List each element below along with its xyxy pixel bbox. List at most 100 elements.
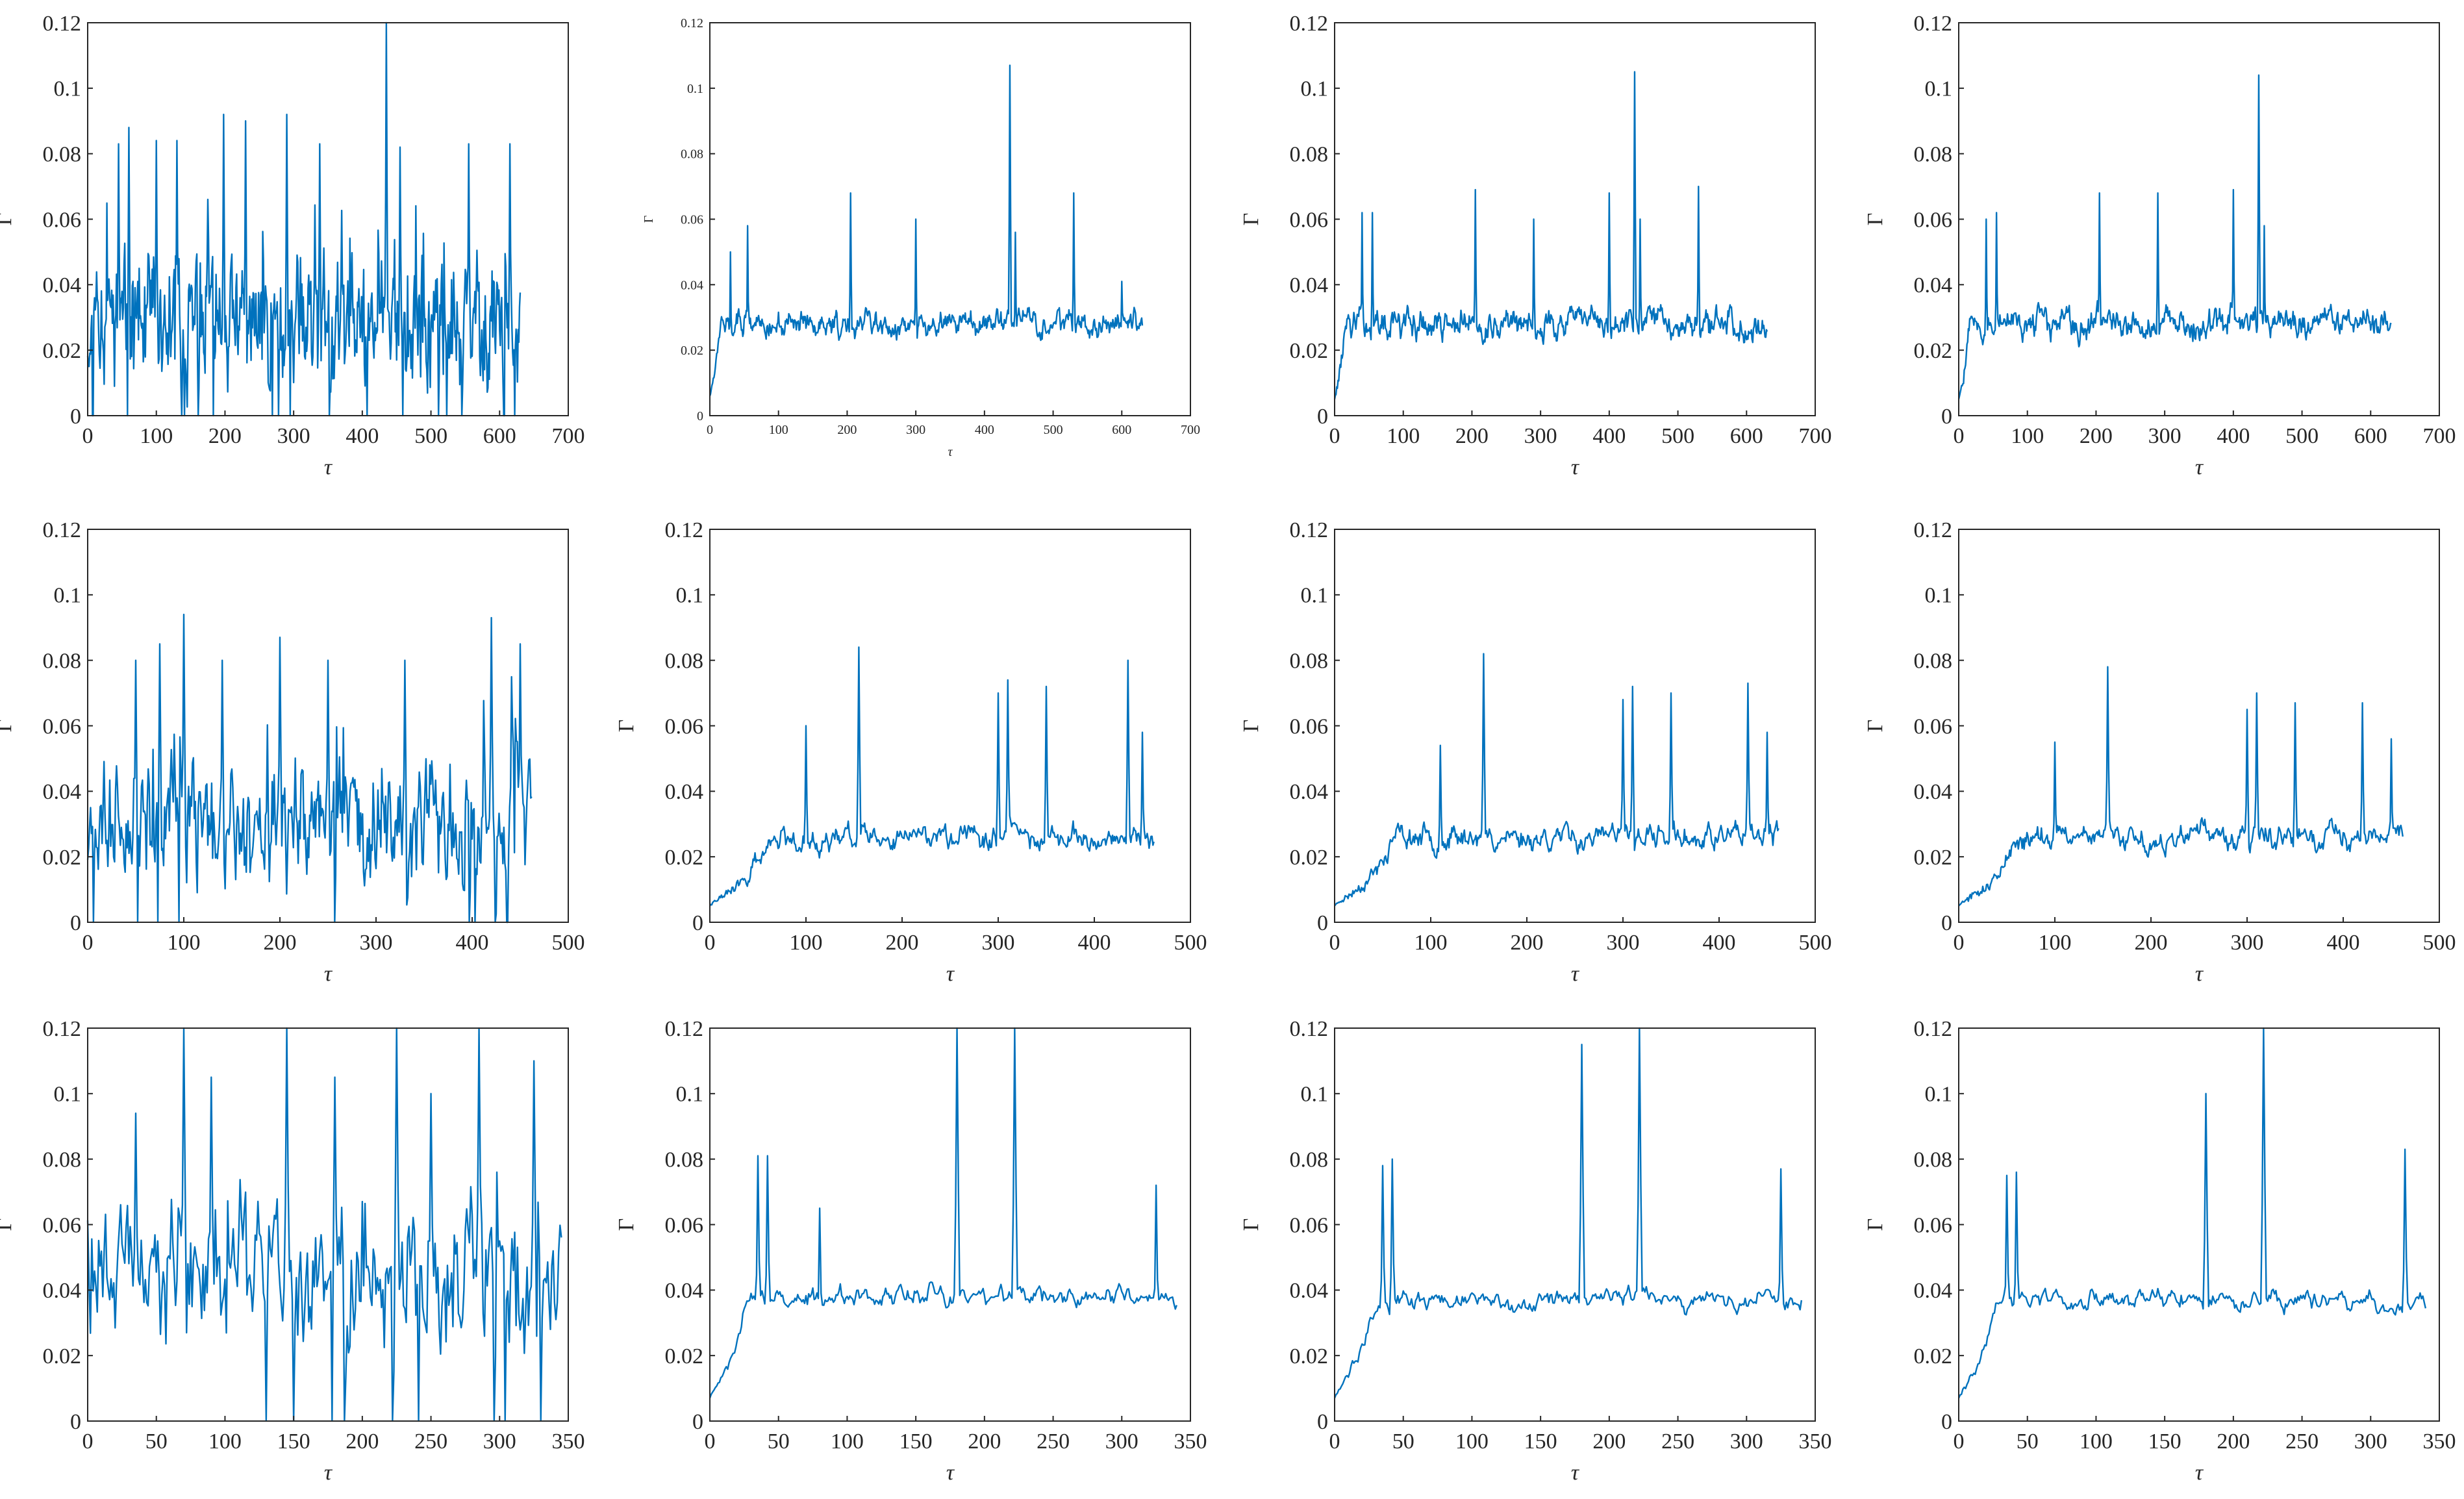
y-tick-label: 0.02 — [1290, 846, 1329, 870]
y-tick-label: 0.12 — [43, 12, 82, 36]
y-tick-label: 0 — [70, 405, 81, 429]
y-axis-label: Γ — [1239, 720, 1263, 733]
y-axis-label: Γ — [1863, 1218, 1887, 1231]
chart-panel-row1-col2: 0 100 200 300 400 500 600 700 0 0.02 0.04 0.06 0.08 0… — [642, 16, 1200, 459]
x-tick-label: 300 — [277, 424, 310, 448]
x-tick-label: 50 — [2017, 1430, 2039, 1454]
x-tick-label: 250 — [414, 1430, 447, 1454]
plot-area — [1959, 529, 2439, 922]
y-tick-label: 0.04 — [43, 273, 82, 297]
y-tick-label: 0.04 — [1914, 780, 1953, 804]
x-tick-label: 0 — [1954, 931, 1965, 955]
y-tick-label: 0.1 — [1301, 77, 1329, 101]
x-tick-label: 50 — [145, 1430, 168, 1454]
x-tick-label: 250 — [1661, 1430, 1694, 1454]
y-axis-label: Γ — [1863, 213, 1887, 226]
x-tick-label: 700 — [552, 424, 585, 448]
x-tick-label: 300 — [1730, 1430, 1763, 1454]
x-axis-label: τ — [2195, 962, 2204, 986]
y-tick-label: 0.06 — [43, 714, 82, 738]
y-tick-label: 0 — [692, 911, 703, 935]
y-tick-label: 0.04 — [1290, 273, 1329, 297]
x-tick-label: 100 — [140, 424, 173, 448]
series-line-row2-col2 — [709, 646, 1155, 907]
x-tick-label: 0 — [707, 423, 713, 437]
x-tick-label: 400 — [1592, 424, 1626, 448]
x-tick-label: 150 — [899, 1430, 933, 1454]
y-axis-label: Γ — [614, 720, 638, 733]
x-tick-label: 100 — [2039, 931, 2072, 955]
y-tick-label: 0.04 — [681, 278, 703, 292]
plot-area — [88, 1028, 568, 1421]
y-axis-label: Γ — [1239, 1218, 1263, 1231]
y-tick-label: 0.1 — [676, 584, 704, 608]
x-tick-label: 250 — [2285, 1430, 2319, 1454]
series-line-row1-col2 — [709, 64, 1144, 397]
y-tick-label: 0.08 — [1290, 1148, 1329, 1172]
x-tick-label: 400 — [1703, 931, 1736, 955]
x-tick-label: 0 — [1329, 1430, 1340, 1454]
y-tick-label: 0.08 — [1914, 1148, 1953, 1172]
x-tick-label: 500 — [2423, 931, 2456, 955]
x-tick-label: 100 — [208, 1430, 242, 1454]
chart-panel-row2-col2: 0 100 200 300 400 500 0 0.02 0.04 0.06 0.08 0.1 0.12… — [614, 518, 1207, 986]
x-tick-label: 50 — [1392, 1430, 1414, 1454]
y-tick-label: 0.04 — [665, 1279, 704, 1303]
x-tick-label: 200 — [1511, 931, 1544, 955]
y-tick-label: 0.04 — [43, 780, 82, 804]
y-tick-label: 0.12 — [43, 518, 82, 542]
x-tick-label: 300 — [1524, 424, 1557, 448]
y-tick-label: 0.12 — [1290, 1017, 1329, 1041]
y-axis-label: Γ — [0, 213, 16, 226]
x-tick-label: 0 — [1954, 424, 1965, 448]
x-tick-label: 200 — [1455, 424, 1489, 448]
y-tick-label: 0.12 — [43, 1017, 82, 1041]
y-tick-label: 0.08 — [1914, 143, 1953, 167]
x-tick-label: 600 — [1730, 424, 1763, 448]
plot-area — [1335, 23, 1815, 416]
x-tick-label: 350 — [1174, 1430, 1207, 1454]
y-tick-label: 0.02 — [1290, 1344, 1329, 1368]
x-tick-label: 300 — [1607, 931, 1640, 955]
x-tick-label: 400 — [346, 424, 379, 448]
y-tick-label: 0.02 — [1914, 846, 1953, 870]
y-tick-label: 0.06 — [1914, 1213, 1953, 1237]
x-tick-label: 300 — [982, 931, 1015, 955]
x-tick-label: 300 — [2231, 931, 2264, 955]
y-tick-label: 0.04 — [1914, 1279, 1953, 1303]
y-tick-label: 0.08 — [665, 1148, 704, 1172]
y-tick-label: 0.02 — [1914, 339, 1953, 363]
x-tick-label: 600 — [483, 424, 516, 448]
y-tick-label: 0.02 — [43, 339, 82, 363]
y-tick-label: 0.02 — [665, 846, 704, 870]
x-tick-label: 700 — [1181, 423, 1200, 437]
y-tick-label: 0.08 — [1914, 649, 1953, 674]
chart-panel-row3-col3: 0 50 100 150 200 250 300 350 0 0.02 0.04 0.06 0.08 0.… — [1239, 1017, 1832, 1485]
chart-panel-row3-col1: 0 50 100 150 200 250 300 350 0 0.02 0.04 0.06 0.08 0.… — [0, 1017, 585, 1485]
series-line-row1-col4 — [1957, 74, 2392, 400]
x-tick-label: 350 — [1799, 1430, 1832, 1454]
y-tick-label: 0.02 — [681, 344, 703, 358]
series-line-row3-col3 — [1333, 1027, 1803, 1399]
y-tick-label: 0.12 — [1914, 518, 1953, 542]
x-tick-label: 400 — [456, 931, 489, 955]
x-tick-label: 100 — [1455, 1430, 1489, 1454]
y-tick-label: 0 — [1941, 1410, 1952, 1434]
y-tick-label: 0.06 — [1290, 714, 1329, 738]
x-tick-label: 200 — [886, 931, 919, 955]
x-tick-label: 100 — [1414, 931, 1448, 955]
x-tick-label: 400 — [1078, 931, 1111, 955]
y-tick-label: 0.04 — [1290, 1279, 1329, 1303]
y-tick-label: 0.1 — [687, 82, 703, 96]
y-tick-label: 0.08 — [43, 649, 82, 674]
plot-area — [710, 1028, 1190, 1421]
series-line-row1-col1 — [86, 21, 522, 417]
series-line-row3-col2 — [709, 1027, 1177, 1399]
y-tick-label: 0.1 — [1301, 584, 1329, 608]
y-tick-label: 0.08 — [1290, 649, 1329, 674]
y-tick-label: 0 — [697, 409, 703, 423]
chart-panel-row1-col4: 0 100 200 300 400 500 600 700 0 0.02 0.04 0.06 0.08 0… — [1863, 12, 2456, 479]
y-axis-label: Γ — [1239, 213, 1263, 226]
x-axis-label: τ — [948, 445, 953, 459]
